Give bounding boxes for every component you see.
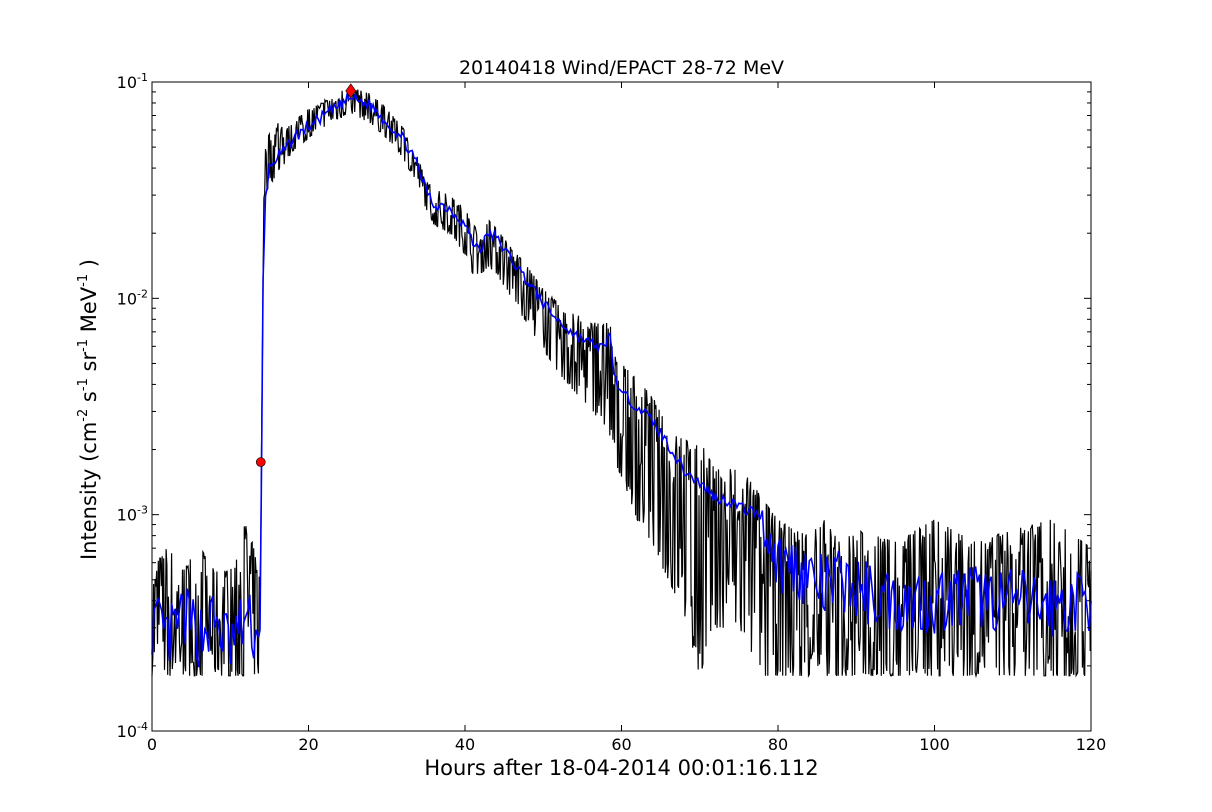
y-axis-label-exp: -1	[76, 378, 91, 391]
y-axis-label-text: s	[77, 391, 101, 409]
x-tick-label: 0	[147, 735, 157, 754]
y-tick-label: 10-2	[117, 287, 148, 308]
onset-marker	[255, 457, 266, 467]
y-axis-label-exp: -1	[76, 274, 91, 287]
y-axis-label-text: Intensity (cm	[77, 422, 101, 560]
plot-series	[151, 83, 1092, 679]
y-axis-label-exp: -1	[76, 339, 91, 352]
chart-title: 20140418 Wind/EPACT 28-72 MeV	[459, 57, 784, 79]
y-axis-label: Intensity (cm-2 s-1 sr-1 MeV-1 )	[76, 259, 101, 560]
x-axis-label: Hours after 18-04-2014 00:01:16.112	[424, 756, 818, 780]
y-axis-label-exp: -2	[76, 409, 91, 422]
x-tick-label: 100	[919, 735, 950, 754]
y-tick-label: 10-1	[117, 71, 148, 92]
y-axis-label-text: sr	[77, 352, 101, 379]
x-tick-label: 40	[455, 735, 475, 754]
x-tick-label: 80	[768, 735, 788, 754]
y-axis-label-text: MeV	[77, 286, 101, 339]
y-tick-label: 10-3	[117, 504, 148, 525]
y-axis-ticks: 10-4 10-3 10-2 10-1	[117, 71, 1091, 741]
x-axis-ticks: 0 20 40 60 80 100 120	[147, 82, 1106, 754]
peak-marker	[345, 83, 357, 99]
x-tick-label: 20	[298, 735, 318, 754]
x-tick-label: 120	[1076, 735, 1107, 754]
x-tick-label: 60	[611, 735, 631, 754]
y-axis-label-text: )	[77, 259, 101, 274]
y-tick-label: 10-4	[117, 720, 148, 741]
series-line-raw	[151, 87, 1092, 679]
series-line-smoothed	[151, 91, 1092, 668]
